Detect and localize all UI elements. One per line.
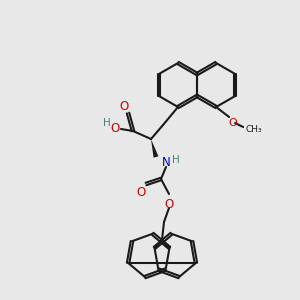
Text: H: H: [172, 155, 180, 165]
Text: O: O: [136, 185, 146, 199]
Text: O: O: [110, 122, 120, 136]
Text: O: O: [229, 118, 238, 128]
Text: O: O: [119, 100, 129, 112]
Text: H: H: [103, 118, 111, 128]
Polygon shape: [151, 139, 158, 158]
Text: CH₃: CH₃: [245, 124, 262, 134]
Text: N: N: [162, 157, 170, 169]
Text: O: O: [164, 197, 174, 211]
